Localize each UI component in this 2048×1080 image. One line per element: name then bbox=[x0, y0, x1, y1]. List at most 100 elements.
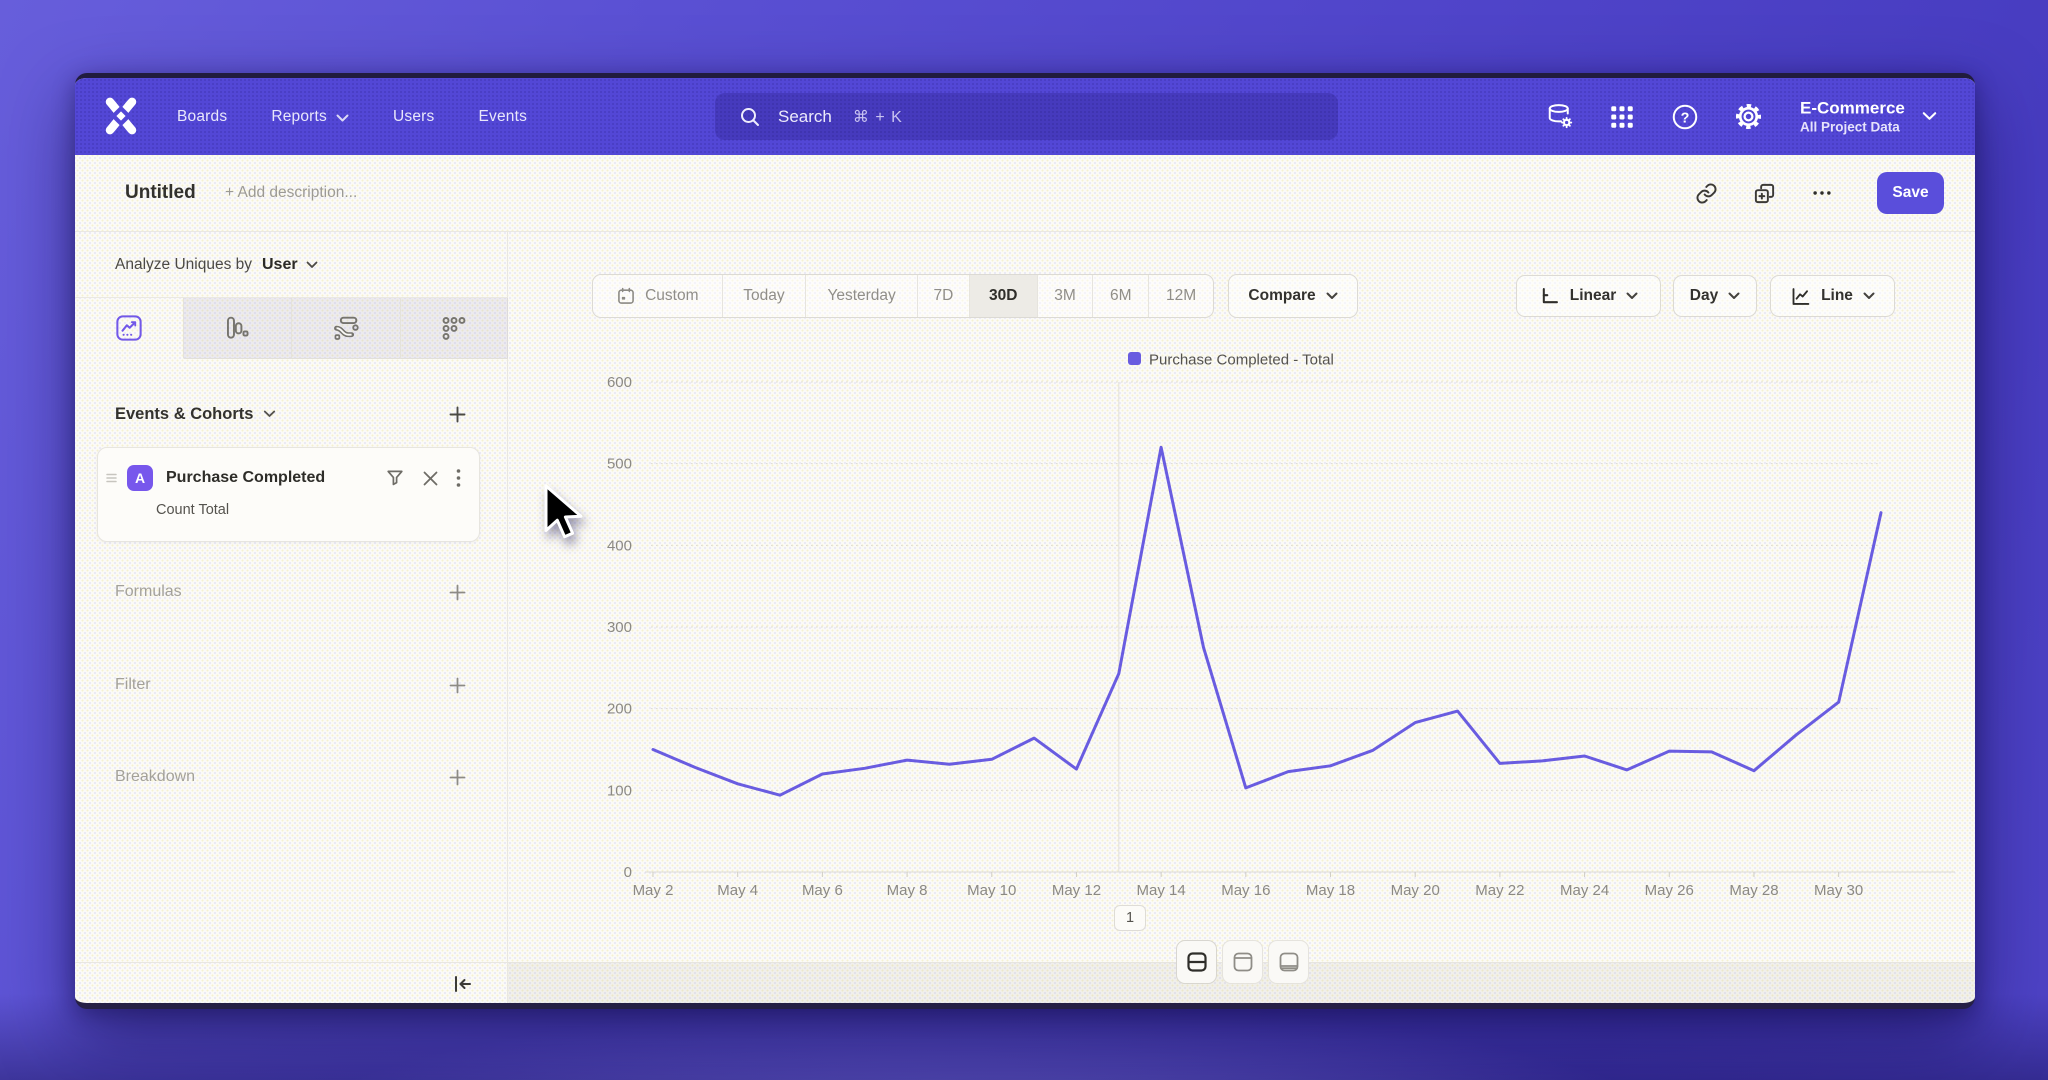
x-axis-label: May 8 bbox=[887, 882, 928, 899]
retention-dots-icon bbox=[442, 317, 466, 340]
chevron-down-icon bbox=[264, 410, 276, 417]
date-range-segmented-control: Custom Today Yesterday 7D 30D 3M 6M 12M bbox=[592, 274, 1214, 318]
insights-line-chart-icon bbox=[116, 315, 142, 341]
event-metric[interactable]: Count Total bbox=[156, 502, 230, 518]
events-cohorts-title[interactable]: Events & Cohorts bbox=[115, 405, 276, 424]
x-axis-label: May 12 bbox=[1052, 882, 1101, 899]
save-button[interactable]: Save bbox=[1877, 172, 1944, 214]
layout-split-horizontal-button[interactable] bbox=[1176, 940, 1217, 984]
nav-item-users[interactable]: Users bbox=[393, 108, 434, 126]
apps-grid-icon[interactable] bbox=[1605, 100, 1639, 134]
events-cohorts-header: Events & Cohorts bbox=[115, 390, 467, 438]
add-breakdown-icon[interactable] bbox=[448, 768, 467, 787]
x-axis-label: May 30 bbox=[1814, 882, 1863, 899]
report-title[interactable]: Untitled bbox=[125, 182, 196, 203]
interval-dropdown[interactable]: Day bbox=[1673, 275, 1757, 317]
tab-flows[interactable] bbox=[292, 298, 401, 359]
chevron-down-icon bbox=[336, 114, 349, 121]
nav-item-label: Boards bbox=[177, 107, 228, 125]
help-icon[interactable]: ? bbox=[1668, 100, 1702, 134]
search-icon bbox=[741, 107, 759, 126]
y-axis-label: 0 bbox=[624, 864, 632, 881]
project-switcher[interactable]: E-Commerce All Project Data bbox=[1800, 97, 1937, 136]
search-shortcut: ⌘ + K bbox=[852, 108, 903, 126]
remove-event-icon[interactable] bbox=[422, 470, 439, 487]
line-chart[interactable]: Purchase Completed - Total 0 100 200 300 400 5… bbox=[508, 330, 1975, 910]
chart-type-label: Line bbox=[1821, 287, 1853, 304]
y-axis-label: 200 bbox=[607, 701, 632, 718]
duplicate-icon[interactable] bbox=[1747, 176, 1781, 210]
tab-funnels[interactable] bbox=[183, 298, 292, 359]
nav-right-cluster: ? E-Commerce All Project Data bbox=[75, 78, 1975, 155]
analyze-label: Analyze Uniques by bbox=[115, 255, 252, 273]
pagination-page[interactable]: 1 bbox=[1114, 905, 1146, 931]
range-3m[interactable]: 3M bbox=[1038, 275, 1094, 317]
analyze-value-dropdown[interactable]: User bbox=[262, 256, 318, 274]
collapse-sidebar-icon[interactable] bbox=[451, 972, 475, 996]
layout-top-icon bbox=[1233, 952, 1252, 972]
search-input[interactable]: Search ⌘ + K bbox=[715, 93, 1338, 140]
range-30d[interactable]: 30D bbox=[969, 275, 1038, 317]
filter-funnel-icon[interactable] bbox=[385, 468, 405, 488]
chevron-down-icon bbox=[1863, 292, 1875, 299]
nav-item-events[interactable]: Events bbox=[478, 108, 527, 126]
mouse-cursor bbox=[544, 484, 583, 539]
event-name[interactable]: Purchase Completed bbox=[166, 469, 326, 486]
range-7d[interactable]: 7D bbox=[918, 275, 970, 317]
svg-text:?: ? bbox=[1681, 110, 1690, 126]
chart-type-dropdown[interactable]: Line bbox=[1770, 275, 1895, 317]
range-label: Custom bbox=[645, 287, 699, 304]
sidebar-footer bbox=[75, 962, 507, 1003]
calendar-icon bbox=[618, 287, 634, 304]
analyze-value: User bbox=[262, 255, 298, 273]
breakdown-section: Breakdown bbox=[115, 753, 467, 801]
y-axis-label: 500 bbox=[607, 456, 632, 473]
tab-retention[interactable] bbox=[400, 298, 508, 359]
add-filter-icon[interactable] bbox=[448, 676, 467, 695]
breakdown-label: Breakdown bbox=[115, 768, 196, 785]
add-description-field[interactable]: + Add description... bbox=[225, 184, 358, 201]
range-12m[interactable]: 12M bbox=[1149, 275, 1213, 317]
tab-insights[interactable] bbox=[75, 298, 184, 359]
content-area: Analyze Uniques by User bbox=[75, 232, 1975, 1003]
range-6m[interactable]: 6M bbox=[1093, 275, 1150, 317]
nav-item-label: Events bbox=[478, 107, 528, 125]
report-header: Untitled + Add description... bbox=[75, 155, 1975, 232]
filter-label: Filter bbox=[115, 676, 151, 693]
nav-item-reports[interactable]: Reports bbox=[271, 108, 349, 126]
data-management-icon[interactable] bbox=[1543, 100, 1577, 134]
range-label: 7D bbox=[933, 287, 954, 304]
share-link-icon[interactable] bbox=[1689, 176, 1723, 210]
x-axis-label: May 18 bbox=[1306, 882, 1355, 899]
event-card[interactable]: A Purchase Completed Count Total bbox=[97, 447, 480, 542]
nav-item-boards[interactable]: Boards bbox=[177, 108, 227, 126]
search-placeholder: Search bbox=[778, 106, 832, 126]
layout-bottom-panel-button[interactable] bbox=[1268, 940, 1309, 984]
range-label: 30D bbox=[988, 287, 1018, 304]
mixpanel-logo-icon[interactable] bbox=[100, 95, 142, 137]
layout-toggle-group bbox=[1176, 940, 1309, 984]
range-yesterday[interactable]: Yesterday bbox=[806, 275, 918, 317]
range-label: 3M bbox=[1054, 287, 1076, 304]
scale-dropdown[interactable]: Linear bbox=[1516, 275, 1661, 317]
compare-button[interactable]: Compare bbox=[1228, 274, 1358, 318]
range-custom[interactable]: Custom bbox=[593, 275, 723, 317]
chart-pane: Custom Today Yesterday 7D 30D 3M 6M 12M … bbox=[508, 232, 1975, 1003]
x-axis-label: May 4 bbox=[717, 882, 758, 899]
add-formula-icon[interactable] bbox=[448, 583, 467, 602]
range-today[interactable]: Today bbox=[723, 275, 807, 317]
chart-legend: Purchase Completed - Total bbox=[1128, 352, 1334, 369]
primary-nav: Boards Reports Users Events bbox=[177, 78, 527, 155]
app-window: Boards Reports Users Events Search ⌘ + K bbox=[75, 73, 1975, 1009]
analyze-uniques-row: Analyze Uniques by User bbox=[115, 232, 318, 297]
kebab-menu-icon[interactable] bbox=[456, 468, 461, 488]
range-label: Today bbox=[743, 287, 785, 304]
layout-top-panel-button[interactable] bbox=[1222, 940, 1263, 984]
settings-gear-icon[interactable] bbox=[1731, 100, 1765, 134]
add-event-icon[interactable] bbox=[448, 405, 467, 424]
line-chart-type-icon bbox=[1792, 287, 1810, 305]
more-options-icon[interactable] bbox=[1805, 176, 1839, 210]
drag-handle-icon[interactable] bbox=[105, 471, 119, 485]
chevron-down-icon bbox=[1326, 292, 1338, 299]
x-axis-label: May 24 bbox=[1560, 882, 1609, 899]
